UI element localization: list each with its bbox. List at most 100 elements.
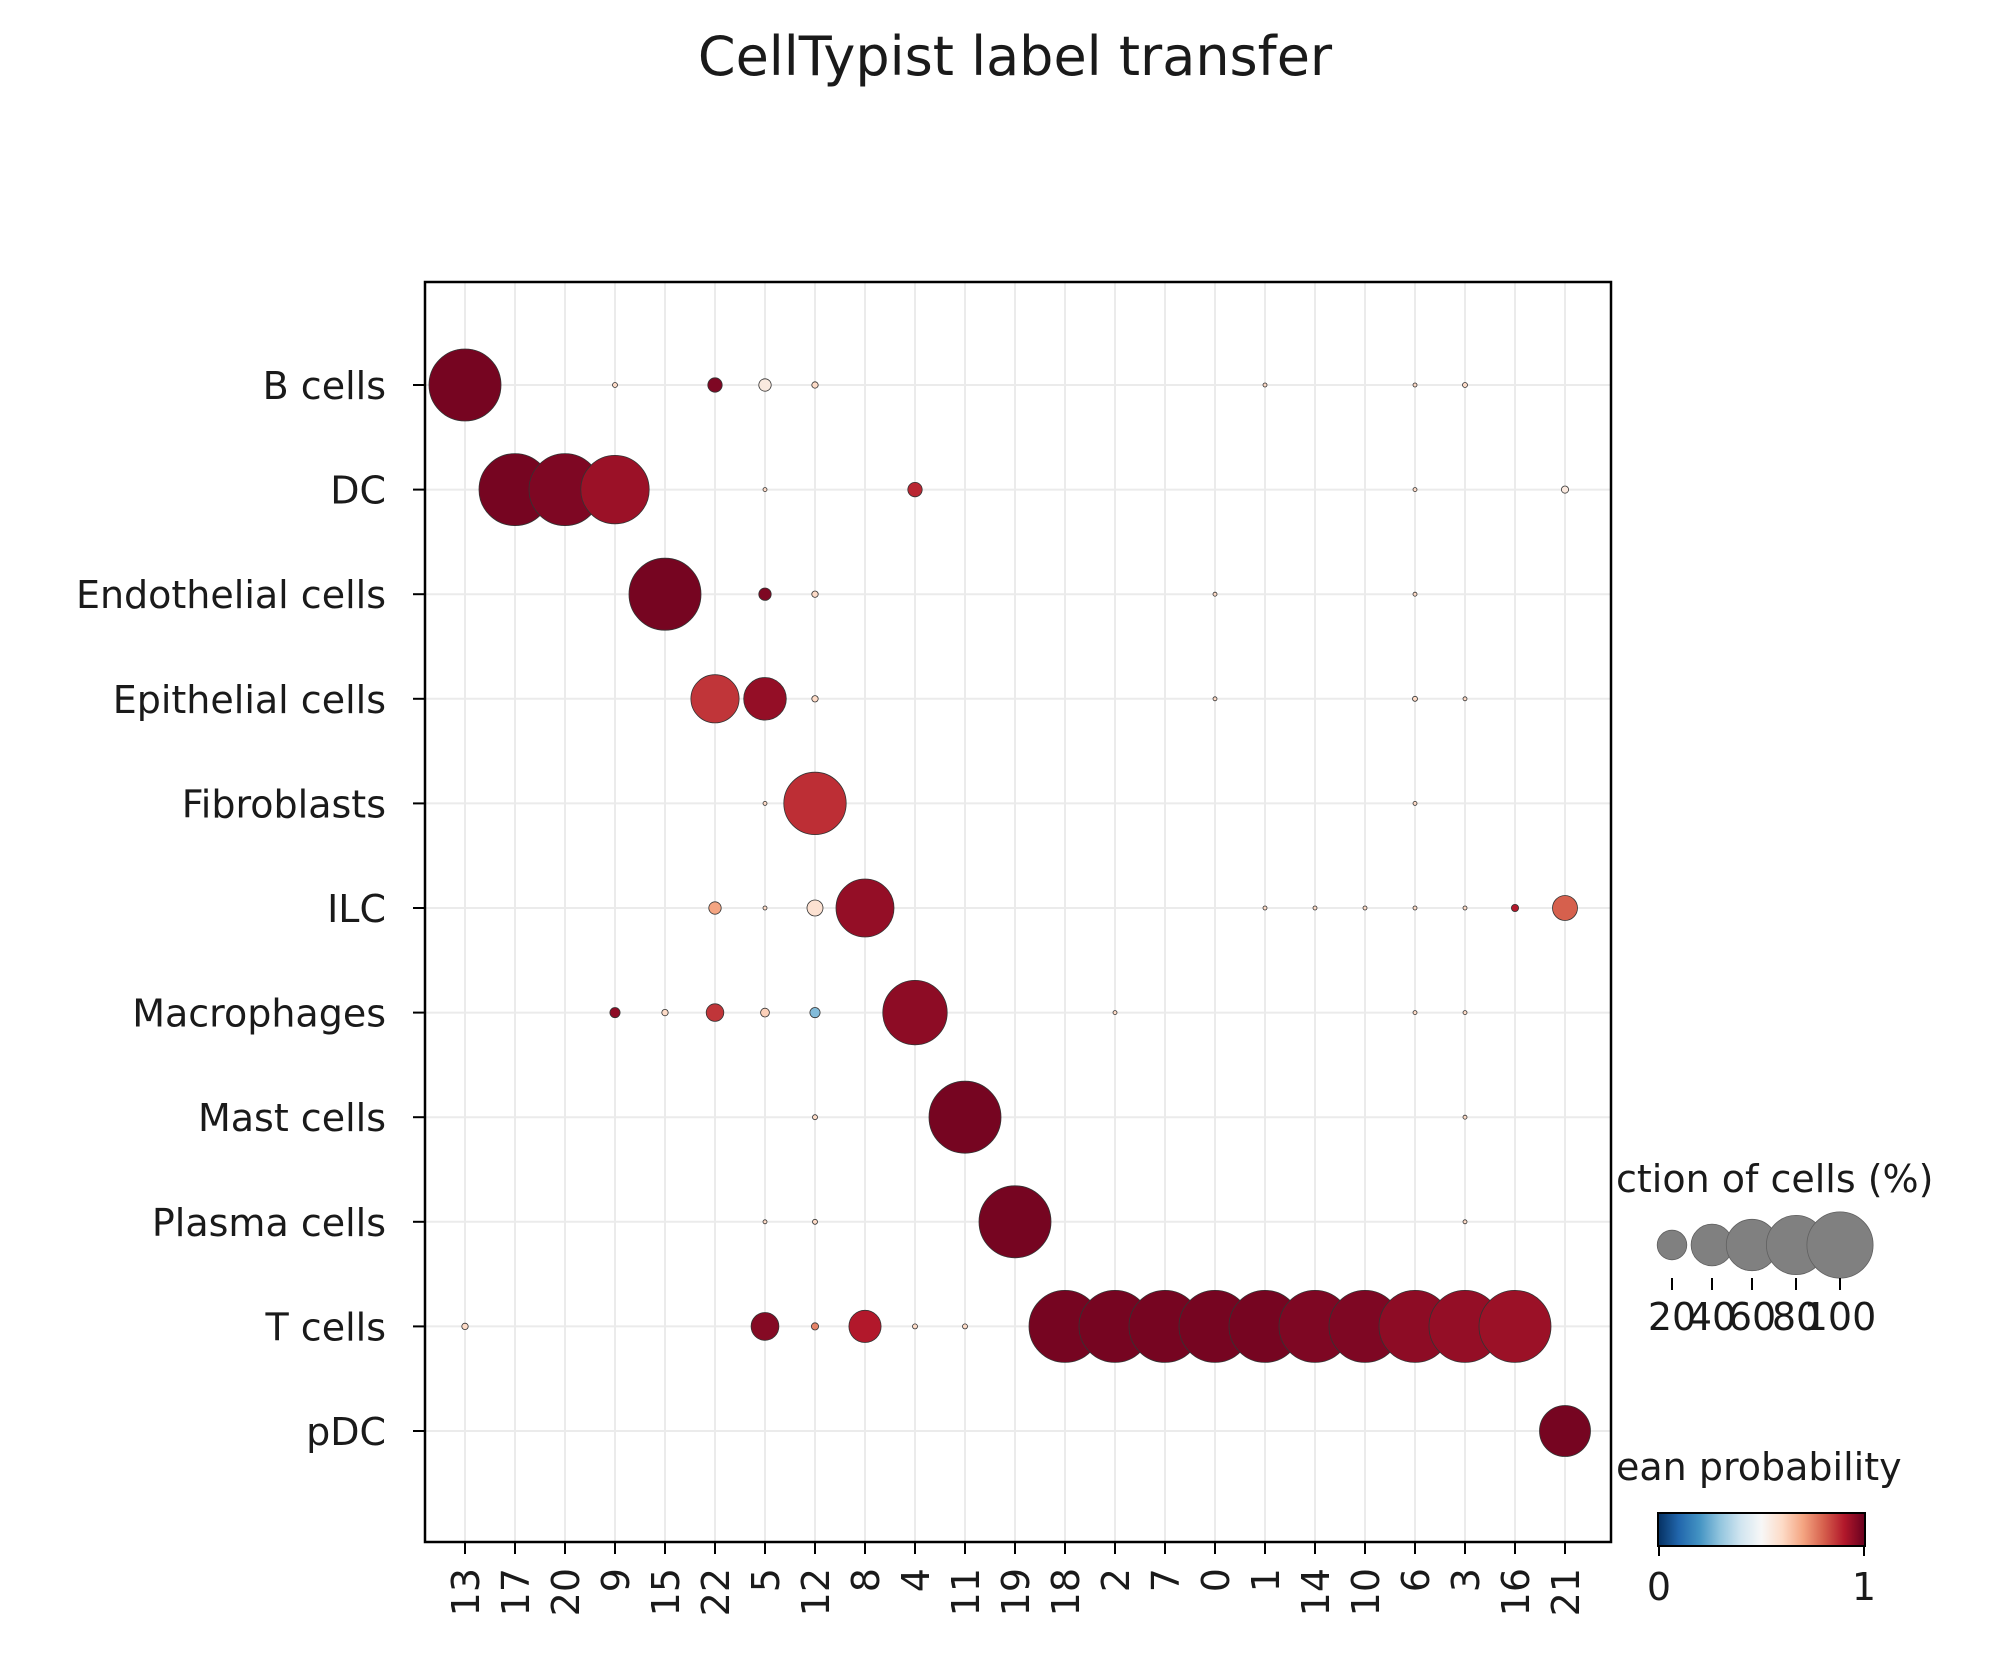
dot-ilc-3 [1462,905,1468,911]
dot-plasma-cells-3 [1462,1219,1468,1225]
colorbar [1657,1512,1866,1547]
y-tick-label-ilc: ILC [327,887,386,931]
dot-ilc-1 [1262,905,1268,911]
y-tick-label-epithelial-cells: Epithelial cells [113,678,386,722]
dot-endothelial-cells-5 [758,587,772,601]
size-legend-label-60: 60 [1728,1295,1776,1339]
colorbar-label-min: 0 [1647,1565,1671,1609]
dot-b-cells-13 [428,348,502,422]
dot-plasma-cells-5 [762,1219,768,1225]
x-tick-label-13: 13 [444,1568,488,1616]
x-tick-label-18: 18 [1044,1568,1088,1616]
dot-t-cells-5 [750,1312,780,1341]
dot-macrophages-22 [705,1003,725,1022]
size-legend-title: ction of cells (%) [1616,1157,1934,1201]
chart-title: CellTypist label transfer [698,25,1333,88]
x-tick-label-17: 17 [494,1568,538,1616]
dot-b-cells-3 [1462,382,1468,388]
x-tick-label-4: 4 [894,1568,938,1592]
dot-ilc-16 [1511,904,1520,913]
dot-epithelial-cells-3 [1462,696,1468,702]
dot-ilc-22 [708,901,722,915]
dot-macrophages-3 [1462,1010,1468,1015]
dot-plasma-cells-12 [812,1218,818,1225]
color-legend: ean probability 0 1 [1616,1445,1902,1609]
dot-macrophages-6 [1412,1010,1418,1015]
y-tick-label-plasma-cells: Plasma cells [152,1201,386,1245]
y-tick-label-t-cells: T cells [265,1305,386,1349]
y-tick-label-mast-cells: Mast cells [198,1096,386,1140]
x-tick-label-6: 6 [1394,1568,1438,1592]
dot-epithelial-cells-6 [1412,695,1418,702]
x-tick-label-7: 7 [1144,1568,1188,1592]
dot-t-cells-8 [848,1309,882,1343]
x-tick-label-21: 21 [1544,1568,1588,1616]
dot-fibroblasts-6 [1412,801,1418,806]
x-tick-label-9: 9 [594,1568,638,1592]
x-tick-label-22: 22 [694,1568,738,1616]
dot-epithelial-cells-12 [811,695,819,703]
x-tick-label-15: 15 [644,1568,688,1616]
dot-endothelial-cells-12 [811,590,819,598]
dot-dc-4 [907,481,923,498]
dot-macrophages-15 [661,1008,669,1017]
dot-ilc-5 [762,905,768,911]
dot-t-cells-11 [962,1323,968,1330]
dot-endothelial-cells-15 [628,557,702,631]
dot-mast-cells-3 [1462,1114,1468,1120]
plot-border [423,280,1613,1544]
color-legend-title: ean probability [1616,1445,1902,1489]
x-tick-label-11: 11 [944,1568,988,1616]
x-tick-label-8: 8 [844,1568,888,1592]
dot-b-cells-12 [811,381,819,389]
y-axis: B cells DC Endothelial cells Epithelial cel… [76,364,425,1454]
dot-b-cells-6 [1412,382,1418,388]
size-legend-label-20: 20 [1648,1295,1696,1339]
dot-ilc-14 [1312,905,1318,911]
dot-dc-9 [580,454,650,525]
dot-macrophages-2 [1112,1010,1118,1015]
dot-endothelial-cells-0 [1212,591,1218,597]
dot-ilc-6 [1412,905,1418,911]
x-tick-label-10: 10 [1344,1568,1388,1616]
size-legend-label-80: 80 [1772,1295,1820,1339]
dot-dc-21 [1561,485,1570,494]
dot-plasma-cells-19 [978,1185,1052,1259]
y-tick-label-pdc: pDC [306,1410,386,1454]
dot-macrophages-12 [809,1007,821,1019]
x-tick-label-1: 1 [1244,1568,1288,1592]
x-tick-label-14: 14 [1294,1568,1338,1616]
dot-t-cells-4 [912,1323,918,1330]
size-legend-dot-100 [1806,1211,1874,1279]
y-tick-label-macrophages: Macrophages [132,992,386,1036]
dot-ilc-8 [835,878,895,938]
x-tick-label-19: 19 [994,1568,1038,1616]
y-tick-label-fibroblasts: Fibroblasts [182,782,386,826]
dot-t-cells-16 [1478,1290,1552,1363]
dot-dc-6 [1412,487,1418,493]
y-tick-label-endothelial-cells: Endothelial cells [76,573,386,617]
size-legend-label-40: 40 [1688,1295,1736,1339]
dot-fibroblasts-5 [762,801,768,806]
dot-mast-cells-12 [812,1114,818,1121]
x-tick-label-3: 3 [1444,1568,1488,1592]
dot-t-cells-13 [461,1322,469,1331]
size-legend-dot-20 [1656,1229,1688,1261]
dot-endothelial-cells-6 [1412,591,1418,597]
x-axis: 13 17 20 9 15 22 5 12 8 4 11 19 18 2 7 0 1 14 10 6 3 16 21 [444,1542,1588,1616]
dot-pdc-21 [1539,1405,1591,1457]
x-tick-label-5: 5 [744,1568,788,1592]
dot-macrophages-4 [882,979,948,1046]
dot-b-cells-5 [758,378,772,392]
y-tick-label-b-cells: B cells [263,364,386,408]
x-tick-label-2: 2 [1094,1568,1138,1592]
y-tick-label-dc: DC [330,469,386,513]
dot-ilc-12 [806,899,824,917]
x-tick-label-0: 0 [1194,1568,1238,1592]
x-tick-label-20: 20 [544,1568,588,1616]
dot-t-cells-12 [811,1322,820,1331]
dot-epithelial-cells-0 [1212,696,1218,702]
